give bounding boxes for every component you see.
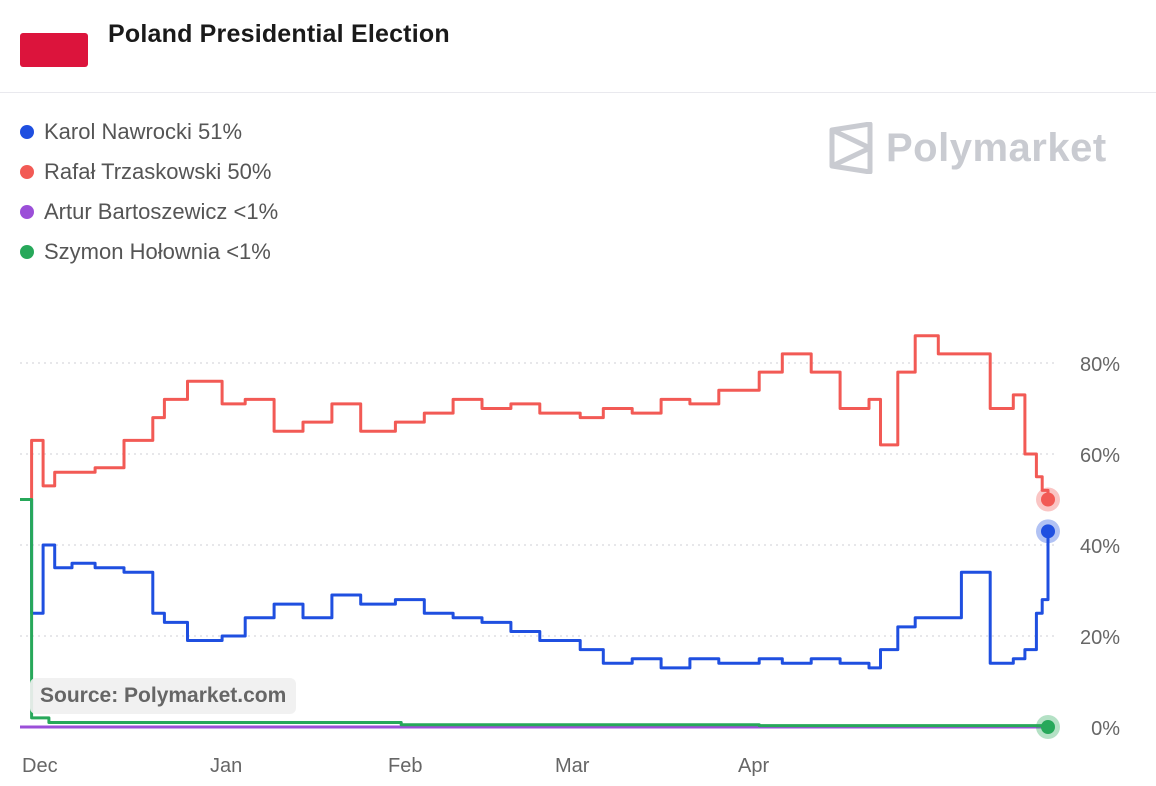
series-line-trzaskowski [20, 334, 1050, 501]
legend-label: Karol Nawrocki 51% [44, 119, 243, 144]
polymarket-watermark: Polymarket [828, 122, 1107, 174]
x-tick-label: Jan [210, 755, 242, 777]
x-tick-label: Mar [555, 755, 590, 777]
poland-flag-icon [20, 33, 88, 67]
chart-header: Poland Presidential Election [0, 0, 1156, 93]
polymarket-brand-name: Polymarket [886, 125, 1107, 170]
endpoint-dot [1041, 492, 1055, 507]
y-tick-label: 20% [1080, 627, 1120, 649]
legend-item-holownia[interactable]: Szymon Hołownia <1% [20, 232, 278, 272]
legend-dot-icon [20, 245, 34, 259]
series-line-hołownia [20, 498, 1050, 728]
legend: Karol Nawrocki 51% Rafał Trzaskowski 50%… [20, 112, 278, 272]
legend-item-trzaskowski[interactable]: Rafał Trzaskowski 50% [20, 152, 278, 192]
x-tick-label: Apr [738, 755, 769, 777]
legend-dot-icon [20, 125, 34, 139]
legend-item-bartoszewicz[interactable]: Artur Bartoszewicz <1% [20, 192, 278, 232]
chart-title: Poland Presidential Election [108, 20, 450, 48]
x-tick-label: Feb [388, 755, 422, 777]
x-tick-label: Dec [22, 755, 58, 777]
series-line-nawrocki [20, 498, 1050, 670]
source-label: Source: Polymarket.com [30, 678, 297, 714]
line-chart: 0% 20% 40% 60% 80% Dec Jan Feb Mar Apr [20, 334, 1120, 777]
legend-item-nawrocki[interactable]: Karol Nawrocki 51% [20, 112, 278, 152]
endpoint-dot [1041, 524, 1055, 539]
y-tick-label: 80% [1080, 354, 1120, 376]
legend-dot-icon [20, 205, 34, 219]
y-tick-label: 0% [1091, 718, 1120, 740]
legend-label: Szymon Hołownia <1% [44, 239, 271, 264]
y-tick-label: 60% [1080, 445, 1120, 467]
endpoint-dot [1041, 720, 1055, 734]
legend-label: Rafał Trzaskowski 50% [44, 159, 272, 184]
legend-label: Artur Bartoszewicz <1% [44, 199, 279, 224]
polymarket-logo-icon [829, 122, 873, 174]
y-tick-label: 40% [1080, 536, 1120, 558]
legend-dot-icon [20, 165, 34, 179]
